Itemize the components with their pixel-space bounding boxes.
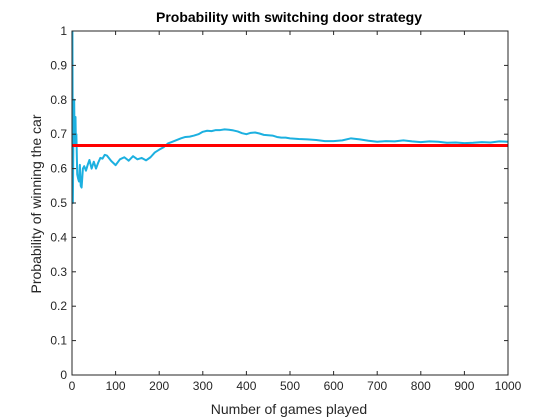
x-tick-label: 300 (193, 379, 213, 393)
x-tick-label: 400 (236, 379, 256, 393)
x-tick-label: 500 (280, 379, 300, 393)
plot-area: 0 100 200 300 400 500 600 700 800 900 1000 0 0.1 0.2 0… (50, 24, 521, 393)
x-tick-label: 800 (411, 379, 431, 393)
y-axis-label: Probability of winning the car (28, 114, 44, 293)
x-tick-label: 100 (106, 379, 126, 393)
y-tick-label: 0.4 (50, 230, 67, 244)
x-tick-label: 600 (324, 379, 344, 393)
y-tick-label: 0.9 (50, 58, 67, 72)
axes-box (71, 30, 509, 376)
y-tick-label: 0.5 (50, 196, 67, 210)
x-tick-label: 900 (454, 379, 474, 393)
y-tick-label: 0 (60, 368, 67, 382)
y-tick-label: 0.8 (50, 93, 67, 107)
win-probability-line (71, 30, 509, 204)
x-tick-label: 0 (69, 379, 76, 393)
y-tick-label: 0.3 (50, 265, 67, 279)
y-tick-label: 0.6 (50, 162, 67, 176)
x-tick-label: 1000 (495, 379, 522, 393)
chart-title: Probability with switching door strategy (156, 9, 422, 25)
x-tick-label: 200 (149, 379, 169, 393)
x-axis-label: Number of games played (211, 401, 367, 417)
y-tick-label: 0.1 (50, 334, 67, 348)
y-tick-label: 0.7 (50, 127, 67, 141)
y-tick-label: 0.2 (50, 299, 67, 313)
y-tick-label: 1 (60, 24, 67, 38)
x-tick-label: 700 (367, 379, 387, 393)
